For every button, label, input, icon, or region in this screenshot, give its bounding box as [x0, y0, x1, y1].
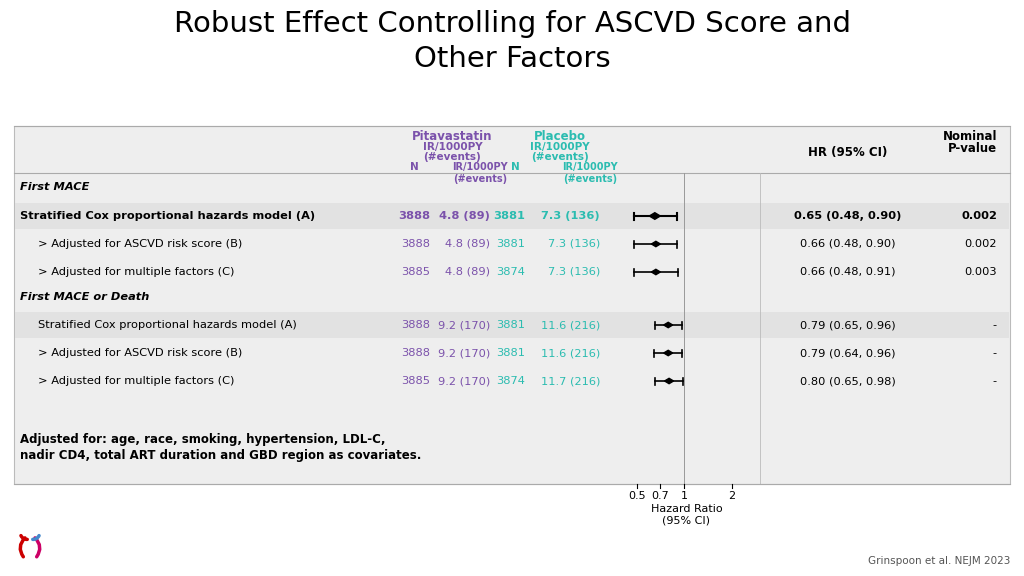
- Polygon shape: [664, 323, 673, 328]
- Text: 4.8 (89): 4.8 (89): [439, 211, 490, 221]
- Text: > Adjusted for multiple factors (C): > Adjusted for multiple factors (C): [38, 267, 234, 277]
- Text: nadir CD4, total ART duration and GBD region as covariates.: nadir CD4, total ART duration and GBD re…: [20, 449, 421, 463]
- Text: (#events): (#events): [424, 152, 481, 162]
- Text: Nominal: Nominal: [942, 130, 997, 143]
- Text: 3874: 3874: [496, 376, 525, 386]
- Text: Stratified Cox proportional hazards model (A): Stratified Cox proportional hazards mode…: [20, 211, 315, 221]
- Text: 2: 2: [728, 491, 735, 501]
- Text: 9.2 (170): 9.2 (170): [437, 376, 490, 386]
- Polygon shape: [665, 378, 674, 384]
- Text: -: -: [993, 348, 997, 358]
- Text: 3888: 3888: [398, 211, 430, 221]
- Text: IR/1000PY: IR/1000PY: [530, 142, 590, 152]
- Text: Hazard Ratio
(95% CI): Hazard Ratio (95% CI): [650, 504, 722, 525]
- Text: 3881: 3881: [494, 211, 525, 221]
- Text: 4.8 (89): 4.8 (89): [445, 239, 490, 249]
- Text: Robust Effect Controlling for ASCVD Score and
Other Factors: Robust Effect Controlling for ASCVD Scor…: [173, 10, 851, 73]
- Text: 3881: 3881: [496, 239, 525, 249]
- Text: 3888: 3888: [401, 348, 430, 358]
- Text: Adjusted for: age, race, smoking, hypertension, LDL-C,: Adjusted for: age, race, smoking, hypert…: [20, 433, 385, 445]
- Text: 11.6 (216): 11.6 (216): [541, 348, 600, 358]
- Text: 0.003: 0.003: [965, 267, 997, 277]
- Polygon shape: [649, 213, 660, 219]
- Text: 3885: 3885: [401, 267, 430, 277]
- Text: 0.66 (0.48, 0.90): 0.66 (0.48, 0.90): [800, 239, 896, 249]
- Text: -: -: [993, 320, 997, 330]
- Polygon shape: [651, 241, 660, 247]
- Text: 0.002: 0.002: [965, 239, 997, 249]
- Text: 11.7 (216): 11.7 (216): [541, 376, 600, 386]
- Text: P-value: P-value: [948, 142, 997, 155]
- Text: 11.6 (216): 11.6 (216): [541, 320, 600, 330]
- Text: 0.79 (0.64, 0.96): 0.79 (0.64, 0.96): [800, 348, 896, 358]
- Text: Stratified Cox proportional hazards model (A): Stratified Cox proportional hazards mode…: [38, 320, 297, 330]
- Text: 0.5: 0.5: [628, 491, 646, 501]
- Text: 0.65 (0.48, 0.90): 0.65 (0.48, 0.90): [795, 211, 902, 221]
- Text: 0.80 (0.65, 0.98): 0.80 (0.65, 0.98): [800, 376, 896, 386]
- Bar: [15, 312, 1009, 338]
- Text: 0.66 (0.48, 0.91): 0.66 (0.48, 0.91): [800, 267, 896, 277]
- Text: 9.2 (170): 9.2 (170): [437, 320, 490, 330]
- Text: > Adjusted for ASCVD risk score (B): > Adjusted for ASCVD risk score (B): [38, 239, 243, 249]
- Text: > Adjusted for multiple factors (C): > Adjusted for multiple factors (C): [38, 376, 234, 386]
- Text: 3881: 3881: [496, 320, 525, 330]
- Text: HR (95% CI): HR (95% CI): [808, 146, 888, 159]
- Text: 9.2 (170): 9.2 (170): [437, 348, 490, 358]
- Text: Grinspoon et al. NEJM 2023: Grinspoon et al. NEJM 2023: [867, 556, 1010, 566]
- Text: 3881: 3881: [496, 348, 525, 358]
- Text: Pitavastatin: Pitavastatin: [413, 130, 493, 143]
- Text: 7.3 (136): 7.3 (136): [542, 211, 600, 221]
- Text: First MACE or Death: First MACE or Death: [20, 291, 150, 301]
- Text: 0.002: 0.002: [962, 211, 997, 221]
- Text: N: N: [511, 162, 519, 172]
- Text: N: N: [410, 162, 419, 172]
- Text: 0.7: 0.7: [651, 491, 669, 501]
- Text: 3888: 3888: [401, 320, 430, 330]
- Text: 7.3 (136): 7.3 (136): [548, 267, 600, 277]
- Polygon shape: [651, 270, 660, 275]
- Bar: [15, 203, 1009, 229]
- Text: -: -: [993, 376, 997, 386]
- Text: IR/1000PY
(#events): IR/1000PY (#events): [453, 162, 508, 184]
- Text: 0.79 (0.65, 0.96): 0.79 (0.65, 0.96): [800, 320, 896, 330]
- Text: 3888: 3888: [401, 239, 430, 249]
- Text: 4.8 (89): 4.8 (89): [445, 267, 490, 277]
- Text: 3874: 3874: [496, 267, 525, 277]
- Text: IR/1000PY
(#events): IR/1000PY (#events): [562, 162, 617, 184]
- Text: 3885: 3885: [401, 376, 430, 386]
- Text: IR/1000PY: IR/1000PY: [423, 142, 482, 152]
- FancyBboxPatch shape: [14, 126, 1010, 484]
- Text: 1: 1: [681, 491, 688, 501]
- Text: 7.3 (136): 7.3 (136): [548, 239, 600, 249]
- Text: First MACE: First MACE: [20, 183, 89, 192]
- Text: (#events): (#events): [531, 152, 589, 162]
- Text: Placebo: Placebo: [534, 130, 586, 143]
- Polygon shape: [664, 350, 673, 356]
- Text: > Adjusted for ASCVD risk score (B): > Adjusted for ASCVD risk score (B): [38, 348, 243, 358]
